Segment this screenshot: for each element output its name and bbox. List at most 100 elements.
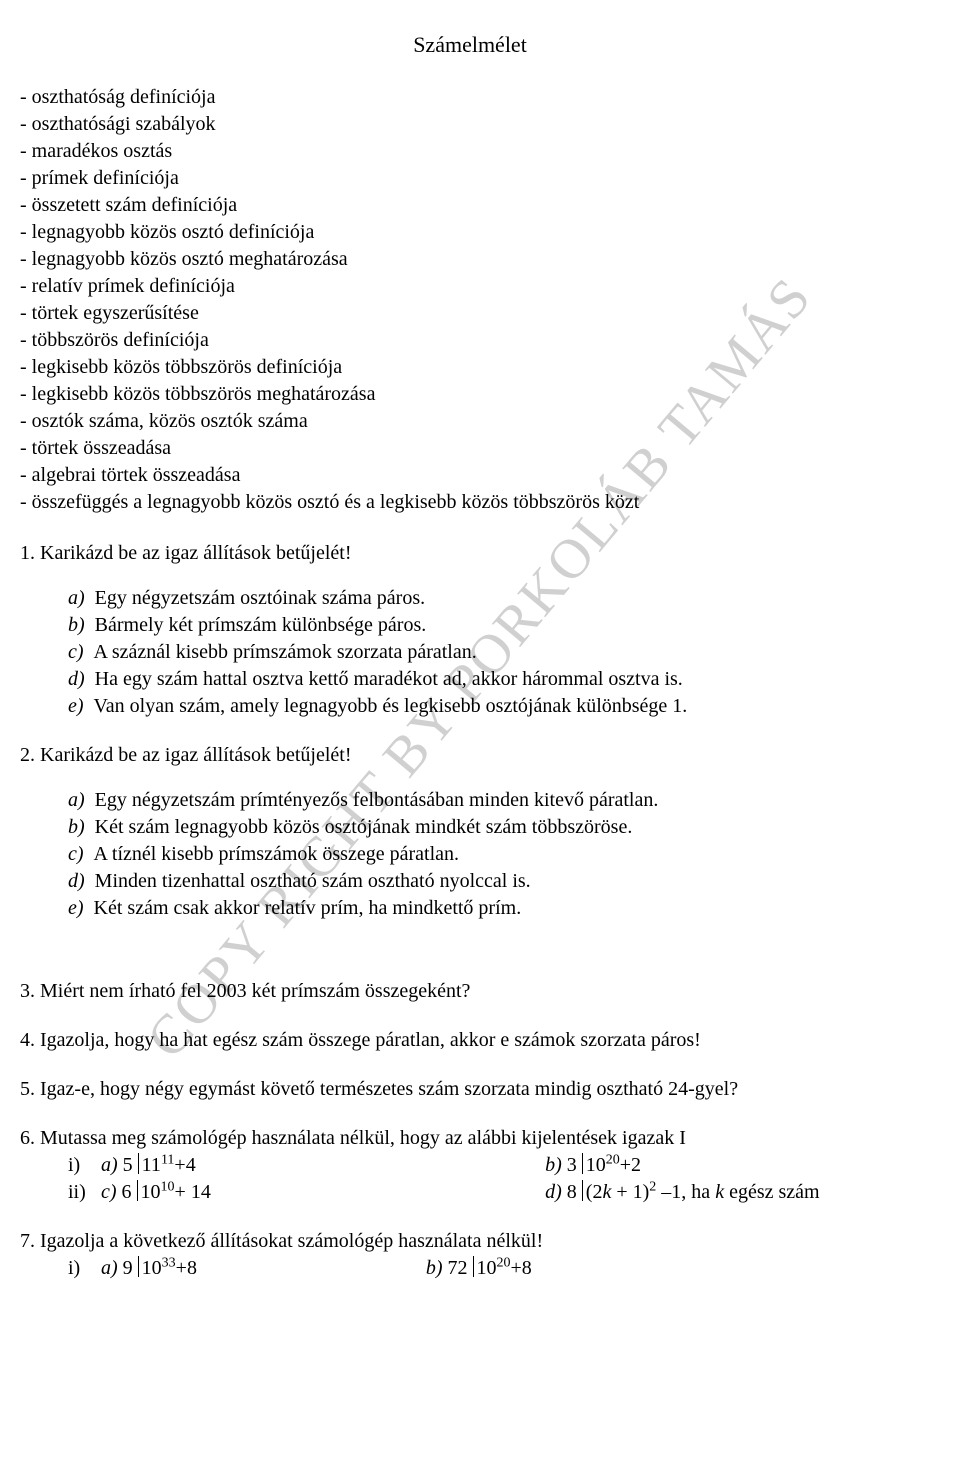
option-e-text: Van olyan szám, amely legnagyobb és legk… xyxy=(94,695,688,717)
option-b: b) Két szám legnagyobb közös osztójának … xyxy=(68,814,920,841)
divides-icon xyxy=(473,1256,474,1277)
definition-item: - oszthatóság definíciója xyxy=(20,84,920,111)
c-divisor: 6 xyxy=(122,1181,132,1203)
page-content: Számelmélet - oszthatóság definíciója - … xyxy=(20,30,920,1282)
question-4: 4. Igazolja, hogy ha hat egész szám össz… xyxy=(20,1027,920,1054)
label-a: a) xyxy=(101,1154,118,1176)
definition-item: - legnagyobb közös osztó meghatározása xyxy=(20,246,920,273)
roman-i: i) xyxy=(68,1152,96,1179)
d-k2: k xyxy=(715,1181,724,1203)
label-b: b) xyxy=(545,1154,562,1176)
option-d: d) Ha egy szám hattal osztva kettő marad… xyxy=(68,666,920,693)
d-tail2: egész szám xyxy=(724,1181,820,1203)
page-title: Számelmélet xyxy=(20,30,920,60)
b-exp: 20 xyxy=(606,1152,620,1167)
divides-icon xyxy=(138,1256,139,1277)
a-base: 11 xyxy=(142,1154,161,1176)
label-b: b) xyxy=(426,1257,443,1279)
b-base: 10 xyxy=(477,1257,497,1279)
definition-item: - relatív prímek definíciója xyxy=(20,273,920,300)
question-6-c: ii) c) 61010+ 14 xyxy=(68,1179,545,1206)
question-7-stem: 7. Igazolja a következő állításokat szám… xyxy=(20,1228,920,1255)
a-divisor: 9 xyxy=(123,1257,133,1279)
question-3: 3. Miért nem írható fel 2003 két prímszá… xyxy=(20,978,920,1005)
option-b-text: Két szám legnagyobb közös osztójának min… xyxy=(95,816,633,838)
question-7-row: i) a) 91033+8 b) 721020+8 xyxy=(68,1255,920,1282)
definition-item: - legkisebb közös többszörös definíciója xyxy=(20,354,920,381)
question-6-b: b) 3 1020+2 xyxy=(545,1152,920,1179)
question-6-row-2: ii) c) 61010+ 14 d) 8(2k + 1)2 –1, ha k … xyxy=(68,1179,920,1206)
d-divisor: 8 xyxy=(567,1181,577,1203)
a-divisor: 5 xyxy=(123,1154,133,1176)
definition-item: - többszörös definíciója xyxy=(20,327,920,354)
b-tail: +2 xyxy=(620,1154,641,1176)
option-c-text: A tíznél kisebb prímszámok összege párat… xyxy=(94,843,459,865)
question-7-a: i) a) 91033+8 xyxy=(68,1255,426,1282)
option-b-text: Bármely két prímszám különbsége páros. xyxy=(95,614,427,636)
option-c-text: A száznál kisebb prímszámok szorzata pár… xyxy=(94,641,477,663)
option-c: c) A száznál kisebb prímszámok szorzata … xyxy=(68,639,920,666)
b-exp: 20 xyxy=(497,1255,511,1270)
a-base: 10 xyxy=(142,1257,162,1279)
question-5: 5. Igaz-e, hogy négy egymást követő term… xyxy=(20,1076,920,1103)
b-base: 10 xyxy=(586,1154,606,1176)
d-tail1: –1, ha xyxy=(656,1181,715,1203)
question-1: 1. Karikázd be az igaz állítások betűjel… xyxy=(20,540,920,720)
option-e-text: Két szám csak akkor relatív prím, ha min… xyxy=(94,897,522,919)
label-d: d) xyxy=(545,1181,562,1203)
option-d-text: Minden tizenhattal osztható szám oszthat… xyxy=(95,870,531,892)
definition-item: - legkisebb közös többszörös meghatározá… xyxy=(20,381,920,408)
definition-item: - oszthatósági szabályok xyxy=(20,111,920,138)
b-divisor: 3 xyxy=(567,1154,577,1176)
divides-icon xyxy=(137,1180,138,1201)
definitions-list: - oszthatóság definíciója - oszthatósági… xyxy=(20,84,920,516)
definition-item: - összefüggés a legnagyobb közös osztó é… xyxy=(20,489,920,516)
definition-item: - összetett szám definíciója xyxy=(20,192,920,219)
definition-item: - prímek definíciója xyxy=(20,165,920,192)
divides-icon xyxy=(138,1153,139,1174)
c-base: 10 xyxy=(141,1181,161,1203)
label-a: a) xyxy=(101,1257,118,1279)
c-tail: + 14 xyxy=(175,1181,211,1203)
question-7-b: b) 72 1020+8 xyxy=(426,1255,920,1282)
option-a: a) Egy négyzetszám prímtényezős felbontá… xyxy=(68,787,920,814)
roman-ii: ii) xyxy=(68,1179,96,1206)
question-1-stem: 1. Karikázd be az igaz állítások betűjel… xyxy=(20,540,920,567)
option-b: b) Bármely két prímszám különbsége páros… xyxy=(68,612,920,639)
question-7: 7. Igazolja a következő állításokat szám… xyxy=(20,1228,920,1282)
d-mid: + 1) xyxy=(611,1181,649,1203)
label-c: c) xyxy=(101,1181,117,1203)
definition-item: - osztók száma, közös osztók száma xyxy=(20,408,920,435)
divides-icon xyxy=(582,1153,583,1174)
option-d-text: Ha egy szám hattal osztva kettő maradéko… xyxy=(95,668,683,690)
question-6-items: i) a) 51111+4 b) 31020+2 ii) c) 61010+ 1… xyxy=(68,1152,920,1206)
question-6-stem: 6. Mutassa meg számológép használata nél… xyxy=(20,1125,920,1152)
question-6-row-1: i) a) 51111+4 b) 31020+2 xyxy=(68,1152,920,1179)
a-exp: 11 xyxy=(161,1152,174,1167)
option-a-text: Egy négyzetszám osztóinak száma páros. xyxy=(95,587,425,609)
c-exp: 10 xyxy=(161,1179,175,1194)
definition-item: - maradékos osztás xyxy=(20,138,920,165)
option-a: a) Egy négyzetszám osztóinak száma páros… xyxy=(68,585,920,612)
question-6-a: i) a) 51111+4 xyxy=(68,1152,545,1179)
b-divisor: 72 xyxy=(448,1257,468,1279)
divides-icon xyxy=(582,1180,583,1201)
d-k: k xyxy=(602,1181,611,1203)
definition-item: - legnagyobb közös osztó definíciója xyxy=(20,219,920,246)
option-c: c) A tíznél kisebb prímszámok összege pá… xyxy=(68,841,920,868)
option-a-text: Egy négyzetszám prímtényezős felbontásáb… xyxy=(95,789,659,811)
b-tail: +8 xyxy=(511,1257,532,1279)
roman-i: i) xyxy=(68,1255,96,1282)
question-7-items: i) a) 91033+8 b) 721020+8 xyxy=(68,1255,920,1282)
question-2-stem: 2. Karikázd be az igaz állítások betűjel… xyxy=(20,742,920,769)
question-1-options: a) Egy négyzetszám osztóinak száma páros… xyxy=(68,585,920,720)
question-6-d: d) 8(2k + 1)2 –1, ha k egész szám xyxy=(545,1179,920,1206)
question-2-options: a) Egy négyzetszám prímtényezős felbontá… xyxy=(68,787,920,922)
option-e: e) Két szám csak akkor relatív prím, ha … xyxy=(68,895,920,922)
option-e: e) Van olyan szám, amely legnagyobb és l… xyxy=(68,693,920,720)
question-6: 6. Mutassa meg számológép használata nél… xyxy=(20,1125,920,1206)
definition-item: - törtek egyszerűsítése xyxy=(20,300,920,327)
a-exp: 33 xyxy=(162,1255,176,1270)
question-2: 2. Karikázd be az igaz állítások betűjel… xyxy=(20,742,920,922)
definition-item: - algebrai törtek összeadása xyxy=(20,462,920,489)
